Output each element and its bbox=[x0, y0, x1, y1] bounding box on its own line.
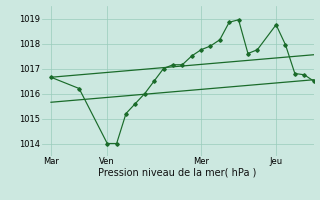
X-axis label: Pression niveau de la mer( hPa ): Pression niveau de la mer( hPa ) bbox=[99, 168, 257, 178]
